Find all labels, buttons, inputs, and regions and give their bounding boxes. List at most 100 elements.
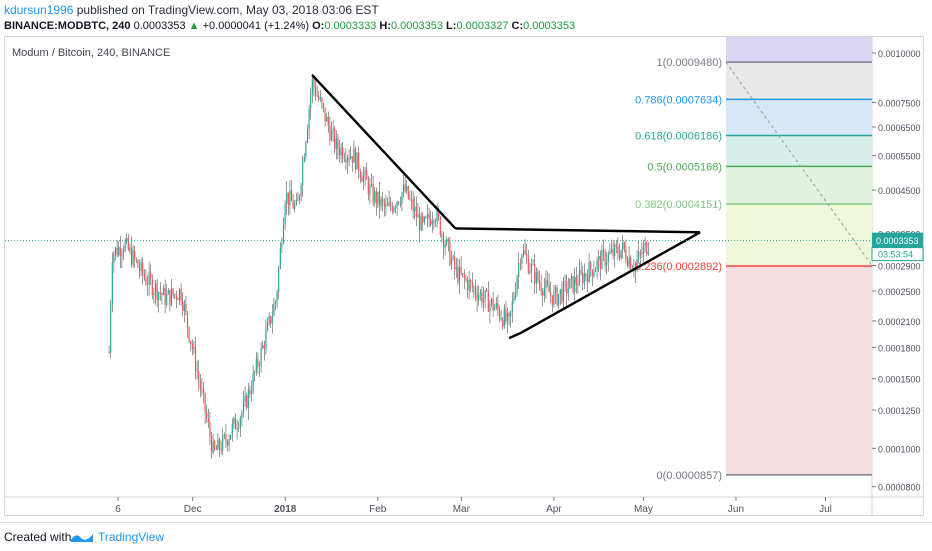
candle-body — [177, 298, 179, 301]
high-value: 0.0003353 — [390, 20, 443, 32]
candle-body — [218, 439, 221, 450]
candle-body — [273, 304, 275, 316]
candle-body — [166, 294, 168, 305]
candle-body — [238, 427, 240, 429]
time-tick-label: 6 — [115, 504, 121, 515]
countdown-text: 03:53:54 — [878, 250, 913, 260]
candle-body — [610, 248, 613, 253]
candle-body — [161, 293, 163, 295]
price-axis[interactable]: 0.0010000 0.0007500 0.0006500 0.0005500 0.00… — [871, 49, 924, 493]
trendline — [455, 227, 701, 234]
candle-body — [562, 281, 565, 302]
candle-body — [172, 288, 174, 295]
fib-level-label: 1(0.0009480) — [657, 57, 722, 69]
candle-body — [478, 295, 480, 301]
price-tick-label: 0.0001250 — [878, 406, 921, 416]
candle-body — [558, 294, 560, 305]
tradingview-link[interactable]: TradingView — [98, 530, 165, 544]
candle-body — [342, 147, 344, 159]
candle-body — [449, 241, 451, 265]
candle-body — [412, 198, 414, 212]
time-tick-label: Feb — [369, 504, 387, 515]
candlesticks — [108, 73, 649, 459]
candle-body — [447, 238, 449, 242]
candle-body — [553, 292, 555, 306]
candle-body — [423, 217, 425, 223]
candle-body — [537, 271, 539, 281]
candle-body — [433, 221, 435, 223]
candle-body — [394, 207, 397, 209]
fibonacci-levels[interactable]: 1(0.0009480) 0.786(0.0007634) 0.618(0.0006… — [635, 57, 873, 482]
candle-body — [159, 292, 161, 294]
candle-body — [262, 345, 264, 349]
candle-body — [535, 271, 537, 284]
candle-body — [505, 309, 507, 322]
candle-body — [346, 157, 349, 163]
candle-body — [601, 249, 603, 270]
candle-body — [250, 391, 253, 394]
candle-body — [319, 98, 321, 100]
candle-body — [612, 248, 614, 257]
price-chart[interactable]: 1(0.0009480) 0.786(0.0007634) 0.618(0.0006… — [4, 36, 924, 516]
candle-body — [590, 262, 592, 270]
candle-body — [492, 299, 494, 310]
candle-body — [270, 316, 272, 324]
candle-body — [396, 201, 398, 208]
candle-body — [286, 192, 288, 204]
candle-body — [214, 441, 216, 449]
candle-body — [366, 170, 368, 180]
candle-body — [466, 279, 469, 291]
candle-body — [508, 313, 510, 317]
candle-body — [574, 276, 576, 292]
candle-body — [281, 243, 283, 248]
close-value: 0.0003353 — [523, 20, 576, 32]
candle-body — [138, 267, 141, 271]
candle-body — [378, 191, 381, 207]
candle-body — [268, 316, 270, 323]
author-link[interactable]: kdursun1996 — [4, 3, 74, 17]
candle-body — [284, 203, 286, 225]
candle-body — [594, 269, 597, 272]
candle-body — [455, 267, 457, 270]
candle-body — [174, 294, 176, 295]
candle-body — [300, 185, 302, 196]
candle-body — [306, 128, 309, 142]
trendlines[interactable] — [5, 74, 872, 340]
time-axis[interactable]: 6 Dec 2018 Feb Mar Apr May Jun Jul — [115, 497, 832, 515]
candle-body — [623, 242, 625, 250]
candle-body — [110, 304, 112, 353]
low-label: L: — [446, 20, 457, 32]
candle-body — [178, 289, 181, 301]
candle-body — [636, 259, 638, 264]
candle-body — [225, 434, 227, 442]
candle-body — [367, 179, 369, 195]
candle-body — [134, 250, 136, 259]
candle-body — [207, 417, 209, 423]
candle-body — [476, 294, 478, 301]
candle-body — [614, 244, 616, 257]
candle-body — [617, 246, 619, 254]
candle-body — [143, 274, 145, 278]
candle-body — [322, 103, 325, 108]
candle-body — [148, 272, 150, 286]
candle-body — [215, 448, 217, 450]
candle-body — [354, 148, 357, 170]
candle-body — [305, 141, 307, 158]
candle-body — [519, 263, 521, 265]
candle-body — [118, 246, 120, 256]
candle-body — [577, 284, 579, 286]
time-tick-label: Dec — [184, 504, 202, 515]
time-tick-label: 2018 — [274, 504, 297, 515]
candle-body — [254, 371, 256, 373]
candle-body — [330, 130, 333, 141]
candle-body — [324, 107, 326, 122]
candle-body — [302, 161, 304, 186]
candle-body — [484, 290, 486, 298]
candle-body — [578, 270, 581, 285]
candle-body — [526, 253, 528, 258]
candle-body — [292, 201, 294, 209]
candle-body — [518, 263, 520, 277]
candle-body — [450, 258, 453, 265]
last-price-badge — [872, 232, 923, 248]
close-label: C: — [511, 20, 524, 32]
